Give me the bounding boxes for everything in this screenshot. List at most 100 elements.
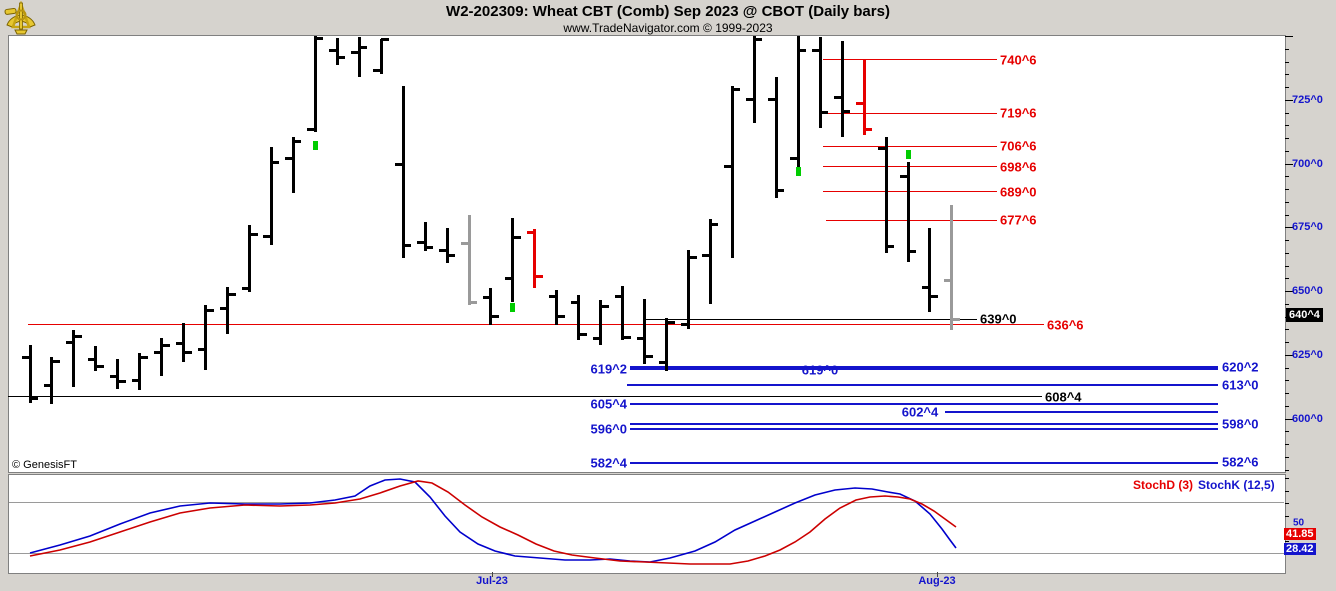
chart-title: W2-202309: Wheat CBT (Comb) Sep 2023 @ C… <box>446 3 890 20</box>
level-line-740^6[interactable] <box>823 59 997 61</box>
price-bar[interactable] <box>269 146 273 246</box>
price-bar[interactable] <box>248 224 251 293</box>
price-bar[interactable] <box>687 250 690 330</box>
price-bar[interactable] <box>511 218 515 303</box>
price-axis-tick <box>1285 112 1289 114</box>
price-bar[interactable] <box>950 204 954 330</box>
close-tick <box>271 160 280 164</box>
price-bar[interactable] <box>621 285 625 341</box>
level-label-602^4: 602^4 <box>901 404 939 420</box>
price-bar[interactable] <box>884 137 888 253</box>
price-bar[interactable] <box>50 356 54 404</box>
price-bar[interactable] <box>160 338 164 377</box>
close-tick <box>666 321 675 325</box>
price-bar[interactable] <box>862 59 866 136</box>
price-chart-panel[interactable] <box>8 35 1286 473</box>
price-bar[interactable] <box>313 35 317 132</box>
price-bar[interactable] <box>818 36 822 128</box>
price-bar[interactable] <box>423 222 427 252</box>
open-tick <box>812 48 821 52</box>
price-bar[interactable] <box>730 85 734 258</box>
stoch-legend-StochD (3)[interactable]: StochD (3) <box>1133 478 1193 492</box>
close-tick <box>359 45 368 49</box>
open-tick <box>439 248 448 252</box>
price-bar[interactable] <box>138 353 142 391</box>
close-tick <box>732 88 741 92</box>
level-label-619^0: 619^0 <box>801 362 839 378</box>
price-bar[interactable] <box>335 37 339 66</box>
close-tick <box>469 300 477 304</box>
price-bar[interactable] <box>906 162 910 262</box>
level-line-602^4[interactable] <box>945 411 1218 414</box>
time-axis-label: Jul-23 <box>476 575 508 587</box>
price-bar[interactable] <box>357 37 361 77</box>
price-bar[interactable] <box>643 299 647 364</box>
price-bar[interactable] <box>796 35 800 174</box>
price-bar[interactable] <box>116 358 120 390</box>
close-tick <box>600 304 609 308</box>
level-line-608^4[interactable] <box>8 396 1042 398</box>
level-label-619^2: 619^2 <box>590 361 627 377</box>
price-bar[interactable] <box>401 85 405 258</box>
open-tick <box>702 253 711 257</box>
open-tick <box>482 295 491 299</box>
price-bar[interactable] <box>467 215 471 305</box>
level-label-698^6: 698^6 <box>1000 159 1037 175</box>
level-line-698^6[interactable] <box>823 166 997 168</box>
price-bar[interactable] <box>708 218 712 304</box>
stoch-axis-tick <box>1285 541 1289 542</box>
open-tick <box>768 98 777 102</box>
price-bar[interactable] <box>840 41 844 138</box>
price-bar[interactable] <box>291 137 295 194</box>
signal-marker <box>795 166 801 176</box>
price-bar[interactable] <box>445 227 449 263</box>
level-line-619^2[interactable] <box>630 368 1218 371</box>
stoch-legend-StochK (12,5)[interactable]: StochK (12,5) <box>1198 478 1275 492</box>
price-bar[interactable] <box>94 346 98 372</box>
open-tick <box>856 102 865 106</box>
level-line-582^4[interactable] <box>630 462 1218 465</box>
level-line-636^6[interactable] <box>28 324 1044 326</box>
price-bar[interactable] <box>599 299 603 346</box>
price-bar[interactable] <box>752 35 756 123</box>
open-tick <box>878 146 887 150</box>
open-tick <box>109 374 118 378</box>
level-line-639^0[interactable] <box>645 318 977 320</box>
level-line-719^6[interactable] <box>823 112 997 114</box>
open-tick <box>241 286 250 290</box>
level-line-598^0[interactable] <box>630 422 1218 425</box>
open-tick <box>307 127 316 131</box>
price-axis-tick <box>1285 278 1289 280</box>
price-bar[interactable] <box>555 289 559 325</box>
signal-marker <box>312 141 318 151</box>
close-tick <box>622 336 631 340</box>
level-line-620^2[interactable] <box>630 365 1218 368</box>
price-bar[interactable] <box>204 305 208 371</box>
stoch-curve-StochK[interactable] <box>29 478 957 563</box>
level-line-596^0[interactable] <box>630 427 1218 430</box>
level-line-677^6[interactable] <box>826 219 997 221</box>
level-line-706^6[interactable] <box>823 145 997 147</box>
level-line-605^4[interactable] <box>630 403 1218 406</box>
price-bar[interactable] <box>665 317 669 371</box>
price-bar[interactable] <box>577 294 581 341</box>
price-bar[interactable] <box>774 76 778 198</box>
price-bar[interactable] <box>489 287 493 325</box>
price-axis-tick <box>1285 125 1289 127</box>
open-tick <box>131 378 140 382</box>
stoch-curve-StochD[interactable] <box>29 480 957 565</box>
level-line-613^0[interactable] <box>627 384 1218 387</box>
price-axis-tick <box>1285 163 1293 165</box>
price-bar[interactable] <box>72 329 76 387</box>
price-bar[interactable] <box>226 286 230 335</box>
price-bar[interactable] <box>28 344 32 404</box>
price-bar[interactable] <box>928 227 932 313</box>
price-axis-tick <box>1285 329 1289 331</box>
price-bar[interactable] <box>379 38 383 75</box>
signal-marker <box>510 303 516 313</box>
price-bar[interactable] <box>182 322 186 363</box>
open-tick <box>87 358 96 362</box>
price-bar[interactable] <box>533 229 537 289</box>
level-line-689^0[interactable] <box>823 191 997 193</box>
stochastic-panel[interactable] <box>8 474 1286 574</box>
